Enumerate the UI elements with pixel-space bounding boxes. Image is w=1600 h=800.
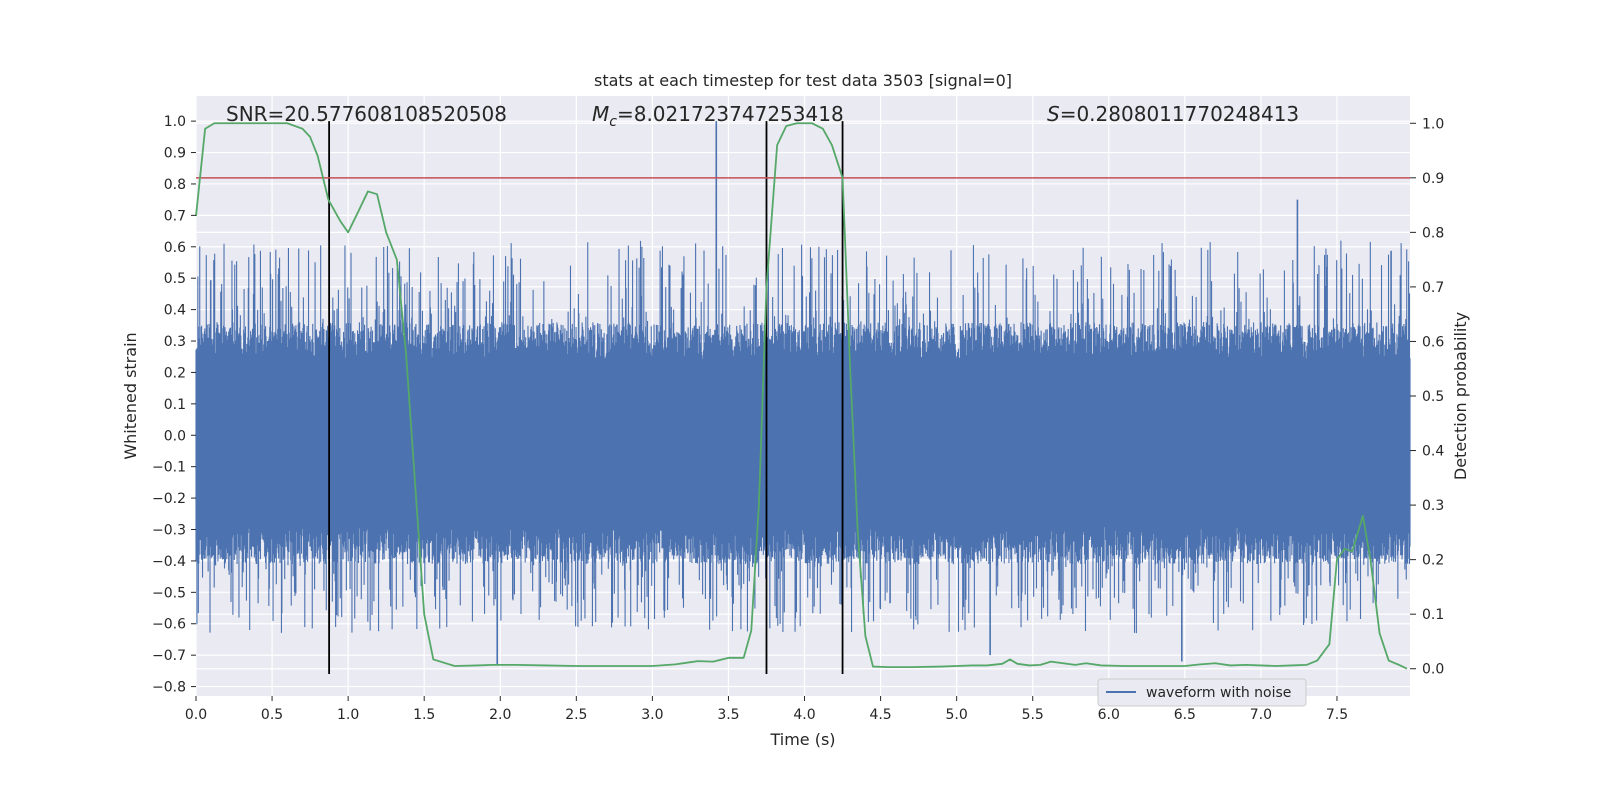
- y-right-tick-label: 0.4: [1422, 444, 1444, 460]
- y-left-tick-label: 0.0: [164, 428, 186, 444]
- legend-label-waveform: waveform with noise: [1146, 685, 1291, 701]
- s-value: =0.2808011770248413: [1060, 102, 1299, 126]
- x-tick-label: 6.5: [1174, 707, 1196, 723]
- x-tick-label: 1.0: [337, 707, 359, 723]
- y-left-tick-label: −0.5: [152, 585, 186, 601]
- y-left-tick-label: 1.0: [164, 114, 186, 130]
- y-left-tick-label: 0.7: [164, 208, 186, 224]
- chirp-mass-annotation: Mc=8.021723747253418: [592, 102, 844, 130]
- y-right-tick-label: 0.7: [1422, 280, 1444, 296]
- y-left-tick-label: −0.2: [152, 491, 186, 507]
- marker-lines: [328, 121, 844, 675]
- y-right-axis-ticks: 1.0 0.9 0.8 0.7 0.6 0.5 0.4 0.3 0.2 0.1 0.0: [1410, 116, 1444, 678]
- y-left-tick-label: −0.8: [152, 680, 186, 696]
- y-left-tick-label: −0.6: [152, 617, 186, 633]
- probability-series: [195, 122, 1408, 670]
- y-right-tick-label: 0.3: [1422, 498, 1444, 514]
- y-left-tick-label: 0.1: [164, 397, 186, 413]
- y-left-tick-label: 0.4: [164, 303, 186, 319]
- x-tick-label: 4.0: [793, 707, 815, 723]
- y-left-axis-label: Whitened strain: [121, 332, 140, 459]
- s-annotation: S=0.2808011770248413: [1047, 102, 1299, 126]
- chart-title: stats at each timestep for test data 350…: [594, 71, 1012, 90]
- x-tick-label: 3.5: [717, 707, 739, 723]
- x-axis-label: Time (s): [769, 730, 835, 749]
- y-right-tick-label: 0.6: [1422, 334, 1444, 350]
- waveform-series: [195, 121, 1411, 665]
- y-left-axis-ticks: 1.0 0.9 0.8 0.7 0.6 0.5 0.4 0.3 0.2 0.1 0.0 −0.1 −0.…: [152, 114, 196, 696]
- y-left-tick-label: 0.3: [164, 334, 186, 350]
- x-tick-label: 5.5: [1022, 707, 1044, 723]
- y-left-tick-label: 0.8: [164, 177, 186, 193]
- x-tick-label: 2.5: [565, 707, 587, 723]
- snr-annotation: SNR=20.577608108520508: [226, 102, 507, 126]
- x-tick-label: 4.5: [869, 707, 891, 723]
- y-right-tick-label: 0.5: [1422, 389, 1444, 405]
- x-tick-label: 7.5: [1326, 707, 1348, 723]
- x-tick-label: 6.0: [1098, 707, 1120, 723]
- legend-box: [1097, 678, 1307, 707]
- y-right-tick-label: 0.0: [1422, 662, 1444, 678]
- y-left-tick-label: −0.4: [152, 554, 186, 570]
- x-tick-label: 2.0: [489, 707, 511, 723]
- x-axis-ticks: 0.0 0.5 1.0 1.5 2.0 2.5 3.0 3.5 4.0 4.5 5.0 5.5 6.0 6…: [185, 696, 1348, 723]
- mc-value: =8.021723747253418: [617, 102, 844, 126]
- x-tick-label: 5.0: [946, 707, 968, 723]
- y-right-tick-label: 0.9: [1422, 171, 1444, 187]
- x-tick-label: 3.0: [641, 707, 663, 723]
- s-symbol: S: [1047, 102, 1060, 126]
- y-left-tick-label: −0.7: [152, 648, 186, 664]
- waveform-trace: [195, 240, 1411, 634]
- x-tick-label: 0.0: [185, 707, 207, 723]
- y-left-tick-label: 0.2: [164, 365, 186, 381]
- legend: waveform with noise: [1097, 678, 1307, 707]
- mc-symbol: M: [592, 102, 609, 126]
- mc-subscript: c: [609, 114, 617, 130]
- y-left-tick-label: 0.5: [164, 271, 186, 287]
- probability-line: [195, 122, 1408, 670]
- x-tick-label: 7.0: [1250, 707, 1272, 723]
- y-left-tick-label: 0.9: [164, 146, 186, 162]
- y-left-tick-label: −0.1: [152, 460, 186, 476]
- x-tick-label: 0.5: [261, 707, 283, 723]
- y-right-tick-label: 1.0: [1422, 116, 1444, 132]
- y-right-tick-label: 0.1: [1422, 607, 1444, 623]
- y-right-axis-label: Detection probability: [1451, 312, 1470, 480]
- y-left-tick-label: 0.6: [164, 240, 186, 256]
- y-left-tick-label: −0.3: [152, 523, 186, 539]
- y-right-tick-label: 0.2: [1422, 553, 1444, 569]
- x-tick-label: 1.5: [413, 707, 435, 723]
- y-right-tick-label: 0.8: [1422, 225, 1444, 241]
